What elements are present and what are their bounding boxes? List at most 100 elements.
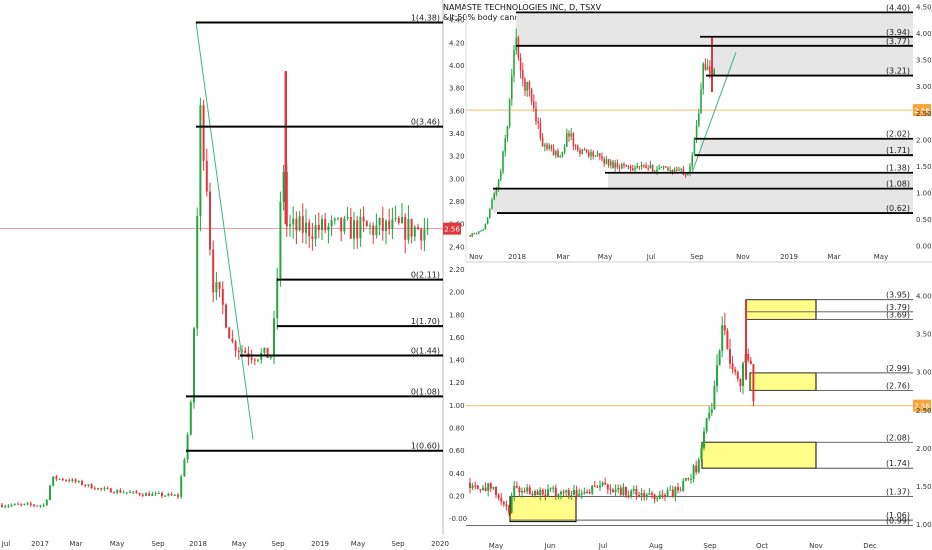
candle (502, 501, 505, 505)
candle (666, 490, 669, 497)
candle (586, 491, 588, 493)
y-tick-label: 2.20 (449, 266, 465, 274)
y-tick-label: 2.00 (916, 136, 932, 144)
level-label: (1.08) (886, 180, 910, 189)
highlight-box (749, 372, 817, 391)
level-label: (1.06) (886, 511, 910, 520)
candle (327, 226, 330, 231)
candle (678, 169, 680, 171)
candle (549, 488, 552, 490)
candle (471, 485, 474, 489)
candle (193, 328, 195, 403)
candle (658, 494, 661, 499)
candle (629, 166, 632, 169)
x-tick-label: 2018 (189, 540, 207, 548)
candle (630, 490, 633, 498)
candle (653, 494, 656, 500)
candle (713, 69, 715, 76)
y-tick-label: 4.40 (449, 17, 465, 25)
level-label: (2.02) (886, 130, 910, 139)
candle (279, 201, 282, 278)
candle (706, 66, 709, 70)
candle (536, 491, 539, 496)
candle (100, 488, 103, 490)
y-tick-label: 3.40 (449, 130, 465, 138)
candle (568, 133, 570, 137)
candle (317, 225, 320, 231)
y-tick-label: 0.50 (916, 216, 932, 224)
candle (607, 159, 610, 166)
zone (700, 138, 913, 156)
candle (116, 490, 119, 493)
candle (667, 167, 669, 171)
candle (697, 459, 700, 473)
candle (420, 229, 423, 241)
candle (282, 171, 285, 202)
candle (555, 151, 557, 156)
candle (643, 493, 646, 498)
candle (530, 89, 533, 102)
candle (671, 489, 674, 497)
candle (29, 503, 32, 505)
level-label: 0(1.08) (411, 387, 440, 396)
candle (497, 494, 500, 498)
candle (423, 229, 426, 241)
candle (492, 486, 495, 489)
candle (372, 225, 375, 236)
level-label: (1.38) (886, 164, 910, 173)
candle (241, 350, 243, 352)
candle (705, 418, 708, 432)
level-label: (0.62) (886, 204, 910, 213)
candle (603, 159, 605, 164)
candle (330, 220, 333, 227)
candle (552, 148, 555, 156)
candle (410, 218, 413, 237)
candle (745, 299, 747, 380)
candle (643, 164, 645, 166)
candle (141, 494, 144, 496)
candle (284, 71, 287, 225)
candle (565, 490, 568, 493)
candle (510, 495, 513, 513)
candle (221, 288, 224, 305)
x-tick-label: Jun (544, 542, 556, 550)
candle (90, 484, 93, 489)
candle (575, 490, 578, 496)
candle (77, 481, 80, 483)
candle (581, 149, 583, 154)
candle (579, 150, 581, 154)
x-tick-label: Oct (756, 542, 768, 550)
x-tick-label: Sep (271, 540, 285, 548)
candle (554, 487, 557, 497)
y-tick-label: 3.50 (916, 330, 932, 338)
zone (493, 188, 913, 214)
level-label: 1(0.60) (411, 442, 440, 451)
candle (638, 166, 641, 168)
candle (61, 478, 64, 481)
y-tick-label: 3.00 (916, 83, 932, 91)
candle (349, 216, 352, 239)
candle (742, 363, 744, 386)
candle (700, 447, 703, 460)
y-tick-label: 2.80 (449, 198, 465, 206)
y-tick-label: 1.50 (916, 163, 932, 171)
candle (511, 75, 513, 100)
candle (557, 151, 559, 158)
price-tag (913, 104, 931, 117)
candle (148, 493, 151, 496)
candle (522, 70, 524, 80)
highlight-box (701, 441, 817, 469)
candle (289, 224, 291, 227)
candle (541, 138, 544, 147)
candle (97, 488, 99, 490)
chart-subtitle: &lt;50% body candle (443, 13, 527, 22)
candle (519, 57, 522, 71)
candle (504, 138, 506, 152)
candle (23, 503, 26, 505)
candle (560, 491, 562, 495)
candle (231, 338, 234, 342)
candle (651, 164, 654, 172)
level-label: (0.99) (886, 516, 910, 525)
candle (698, 113, 700, 126)
candle (26, 503, 29, 505)
